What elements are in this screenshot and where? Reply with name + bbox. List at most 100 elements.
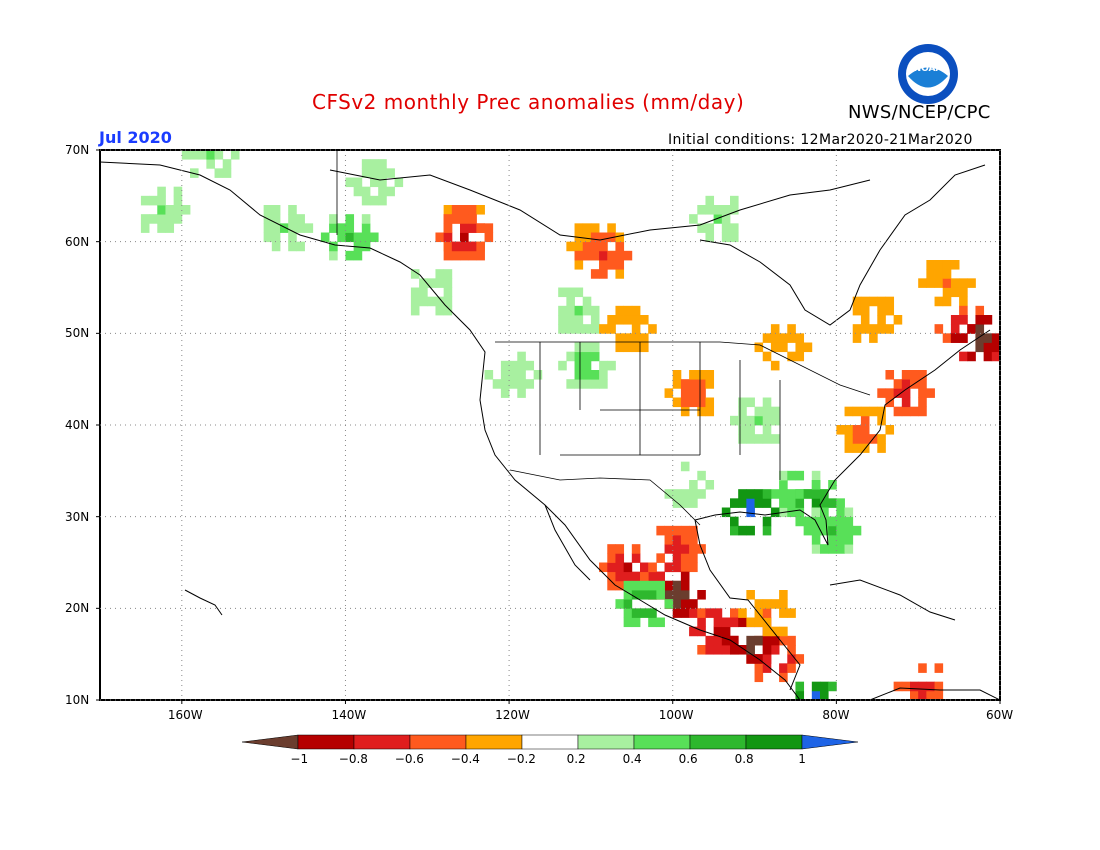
anomaly-cell bbox=[615, 241, 625, 252]
anomaly-cell bbox=[672, 498, 682, 508]
anomaly-cell bbox=[721, 635, 731, 646]
lat-label: 20N bbox=[65, 601, 90, 616]
anomaly-cell bbox=[697, 645, 706, 655]
colorbar-segment bbox=[633, 734, 691, 750]
anomaly-cell bbox=[860, 425, 870, 435]
anomaly-cell bbox=[607, 580, 616, 591]
anomaly-cell bbox=[950, 278, 960, 288]
anomaly-cell bbox=[779, 590, 788, 600]
anomaly-cell bbox=[762, 635, 772, 646]
anomaly-cell bbox=[787, 489, 796, 499]
anomaly-cell bbox=[762, 525, 772, 536]
anomaly-cell bbox=[223, 132, 232, 142]
anomaly-cell bbox=[509, 379, 518, 389]
anomaly-cell bbox=[942, 296, 952, 307]
anomaly-cell bbox=[615, 571, 625, 582]
anomaly-cell bbox=[361, 223, 371, 233]
anomaly-cell bbox=[672, 553, 682, 563]
anomaly-cell bbox=[697, 489, 706, 499]
anomaly-cell bbox=[779, 470, 788, 481]
anomaly-cell bbox=[222, 168, 232, 178]
anomaly-cell bbox=[443, 232, 453, 243]
anomaly-cell bbox=[664, 544, 674, 554]
anomaly-cell bbox=[378, 195, 387, 206]
anomaly-cell bbox=[852, 324, 862, 334]
anomaly-cell bbox=[157, 195, 166, 206]
anomaly-cell bbox=[517, 351, 526, 362]
anomaly-cell bbox=[680, 562, 690, 573]
anomaly-cell bbox=[918, 690, 927, 700]
anomaly-cell bbox=[746, 397, 755, 408]
anomaly-cell bbox=[844, 406, 854, 417]
anomaly-cell bbox=[721, 232, 731, 243]
anomaly-cell bbox=[754, 617, 764, 628]
anomaly-cell bbox=[910, 370, 919, 380]
anomaly-cell bbox=[918, 370, 927, 380]
anomaly-cell bbox=[607, 544, 616, 554]
anomaly-cell bbox=[329, 241, 338, 252]
anomaly-cell bbox=[574, 250, 584, 261]
anomaly-cell bbox=[795, 690, 805, 700]
axis-ticks bbox=[96, 149, 1001, 704]
coastline-north-america bbox=[100, 161, 801, 700]
anomaly-cell bbox=[590, 342, 600, 353]
anomaly-cell bbox=[607, 223, 616, 233]
anomaly-cell bbox=[852, 333, 862, 343]
anomaly-cell bbox=[811, 507, 821, 518]
anomaly-cell bbox=[680, 544, 690, 554]
anomaly-cell bbox=[631, 571, 641, 582]
anomaly-cell bbox=[991, 333, 1000, 343]
anomaly-cell bbox=[885, 397, 895, 408]
anomaly-cell bbox=[697, 617, 706, 628]
coastline-hawaii bbox=[184, 589, 223, 616]
anomaly-cell bbox=[770, 406, 780, 417]
anomaly-cell bbox=[738, 415, 747, 426]
anomaly-cell bbox=[869, 333, 878, 343]
anomaly-cell bbox=[893, 406, 903, 417]
anomaly-cell bbox=[492, 379, 502, 389]
anomaly-cell bbox=[206, 150, 215, 160]
anomaly-cell bbox=[599, 562, 608, 573]
anomaly-cell bbox=[607, 260, 616, 270]
anomaly-cell bbox=[689, 544, 698, 554]
anomaly-cell bbox=[852, 296, 862, 307]
anomaly-cell bbox=[664, 599, 674, 609]
anomaly-cell bbox=[590, 223, 600, 233]
anomaly-cell bbox=[623, 571, 633, 582]
anomaly-cell bbox=[860, 324, 870, 334]
anomaly-cell bbox=[754, 489, 764, 499]
anomaly-cell bbox=[828, 498, 837, 508]
anomaly-cell bbox=[721, 205, 731, 215]
anomaly-cell bbox=[730, 608, 739, 618]
anomaly-cell bbox=[500, 379, 510, 389]
anomaly-cell bbox=[779, 480, 788, 490]
colorbar-label: −0.4 bbox=[450, 752, 480, 766]
anomaly-cell bbox=[746, 415, 755, 426]
anomaly-cell bbox=[566, 351, 575, 362]
anomaly-cell bbox=[656, 617, 665, 628]
anomaly-cell bbox=[263, 232, 273, 243]
anomaly-cell bbox=[263, 223, 273, 233]
anomaly-cell bbox=[730, 516, 739, 527]
anomaly-cell bbox=[468, 250, 477, 261]
anomaly-cell bbox=[672, 562, 682, 573]
anomaly-cell bbox=[713, 608, 723, 618]
anomaly-cell bbox=[713, 635, 723, 646]
anomaly-cell bbox=[844, 425, 854, 435]
anomaly-cell bbox=[525, 379, 535, 389]
anomaly-cell bbox=[795, 498, 805, 508]
anomaly-cell bbox=[812, 700, 821, 710]
anomaly-cell bbox=[582, 370, 592, 380]
anomaly-cell bbox=[615, 553, 625, 563]
anomaly-cell bbox=[738, 617, 747, 628]
anomaly-cell bbox=[885, 324, 895, 334]
anomaly-cell bbox=[918, 278, 927, 288]
anomaly-cell bbox=[918, 700, 927, 710]
anomaly-cell bbox=[811, 498, 821, 508]
anomaly-cell bbox=[640, 342, 649, 353]
anomaly-cell bbox=[762, 397, 772, 408]
anomaly-cell bbox=[697, 370, 706, 380]
anomaly-cell bbox=[566, 305, 575, 316]
anomaly-cell bbox=[680, 590, 690, 600]
anomaly-cell bbox=[770, 599, 780, 609]
